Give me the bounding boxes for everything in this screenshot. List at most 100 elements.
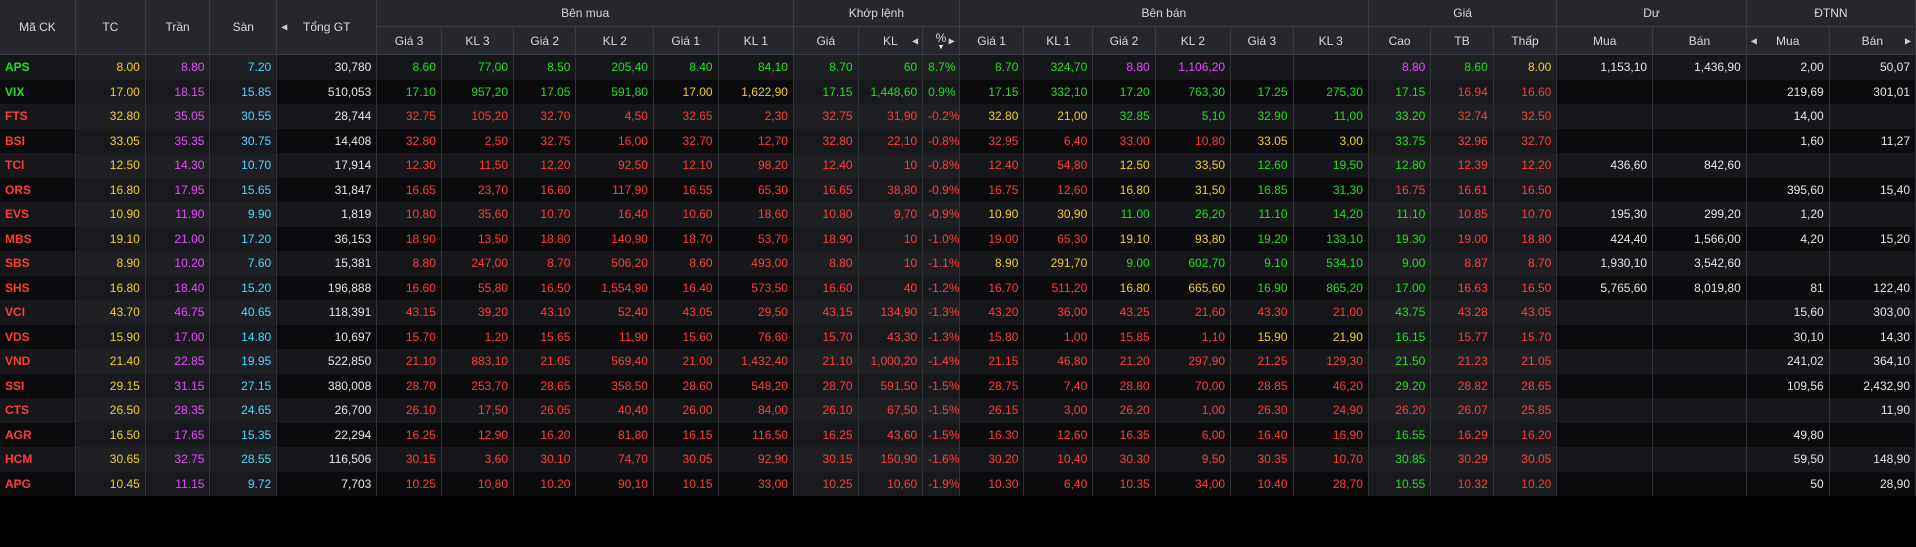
cell-match-pct: -1.3% [922,300,960,325]
col-sell-kl3[interactable]: KL 3 [1293,26,1369,55]
cell-buy-kl2: 81,80 [575,422,654,447]
col-sell-gia3[interactable]: Giá 3 [1230,26,1294,55]
col-buy-gia1[interactable]: Giá 1 [653,26,719,55]
cell-symbol[interactable]: VCI [0,300,76,325]
table-row[interactable]: CTS 26.50 28.35 24.65 26,700 26.10 17,50 26.05 4… [0,398,1916,423]
cell-buy-gia3: 32.75 [376,104,442,129]
cell-symbol[interactable]: APG [0,471,76,496]
cell-symbol[interactable]: SHS [0,275,76,300]
cell-total: 31,847 [276,177,378,202]
col-buy-gia3[interactable]: Giá 3 [376,26,442,55]
col-sell-gia2[interactable]: Giá 2 [1092,26,1156,55]
cell-match-gia: 10.25 [793,471,859,496]
cell-match-pct: -1.9% [922,471,960,496]
col-tran[interactable]: Trần [145,0,211,55]
col-match-kl[interactable]: KL ◀ [858,26,924,55]
table-row[interactable]: TCI 12.50 14.30 10.70 17,914 12.30 11,50 12.20 9… [0,153,1916,178]
cell-symbol[interactable]: AGR [0,422,76,447]
cell-san: 10.70 [209,153,278,178]
cell-san: 7.20 [209,54,278,80]
col-total[interactable]: ◀ Tổng GT [276,0,378,55]
table-row[interactable]: SHS 16.80 18.40 15.20 196,888 16.60 55,80 16.50… [0,275,1916,300]
cell-symbol[interactable]: EVS [0,202,76,227]
col-match-gia[interactable]: Giá [793,26,859,55]
cell-tb: 12.39 [1430,153,1494,178]
col-nn-ban[interactable]: Bán ▶ [1829,26,1916,55]
cell-symbol[interactable]: CTS [0,398,76,423]
cell-symbol[interactable]: ORS [0,177,76,202]
table-row[interactable]: SSI 29.15 31.15 27.15 380,008 28.70 253,70 28.6… [0,373,1916,398]
cell-cao: 30.85 [1368,447,1432,472]
col-tb[interactable]: TB [1430,26,1494,55]
col-nn-mua[interactable]: ◀ Mua [1746,26,1830,55]
cell-symbol[interactable]: VIX [0,79,76,104]
cell-symbol[interactable]: APS [0,54,76,80]
table-row[interactable]: BSI 33.05 35.35 30.75 14,408 32.80 2,50 32.75 16… [0,128,1916,153]
table-row[interactable]: MBS 19.10 21.00 17.20 36,153 18.90 13,50 18.80 1… [0,226,1916,251]
cell-sell-kl2: 763,30 [1155,79,1232,104]
col-thap[interactable]: Thấp [1493,26,1558,55]
col-buy-kl3[interactable]: KL 3 [441,26,515,55]
cell-buy-gia2: 10.20 [513,471,577,496]
table-row[interactable]: EVS 10.90 11.90 9.90 1,819 10.80 35,60 10.70 16,… [0,202,1916,227]
cell-symbol[interactable]: TCI [0,153,76,178]
caret-left-icon[interactable]: ◀ [281,22,288,32]
col-buy-kl1[interactable]: KL 1 [718,26,794,55]
caret-right-icon[interactable]: ▶ [1904,36,1911,45]
caret-left-icon[interactable]: ◀ [1750,36,1757,45]
table-row[interactable]: VIX 17.00 18.15 15.85 510,053 17.10 957,20 17.0… [0,79,1916,104]
col-buy-gia2[interactable]: Giá 2 [513,26,577,55]
cell-thap: 8.70 [1493,251,1558,276]
cell-tb: 8.60 [1430,54,1494,80]
table-row[interactable]: AGR 16.50 17.65 15.35 22,294 16.25 12,90 16.20 8… [0,422,1916,447]
col-buy-kl2[interactable]: KL 2 [575,26,654,55]
cell-thap: 15.70 [1493,324,1558,349]
cell-nn-ban: 11,27 [1829,128,1916,153]
col-symbol[interactable]: Mã CK [0,0,76,55]
sort-down-icon[interactable]: ▼ [937,43,945,51]
cell-thap: 16.60 [1493,79,1558,104]
cell-symbol[interactable]: FTS [0,104,76,129]
cell-symbol[interactable]: SBS [0,251,76,276]
caret-right-icon[interactable]: ▶ [948,36,955,45]
cell-tb: 26.07 [1430,398,1494,423]
cell-symbol[interactable]: MBS [0,226,76,251]
cell-sell-gia2: 15.85 [1092,324,1156,349]
col-du-mua[interactable]: Mua [1556,26,1654,55]
table-row[interactable]: VND 21.40 22.85 19.95 522,850 21.10 883,10 21.0… [0,349,1916,374]
col-tc[interactable]: TC [75,0,146,55]
table-row[interactable]: HCM 30.65 32.75 28.55 116,506 30.15 3,60 30.10 7… [0,447,1916,472]
table-row[interactable]: VDS 15.90 17.00 14.80 10,697 15.70 1,20 15.65 11… [0,324,1916,349]
cell-du-mua: 1,930,10 [1556,251,1654,276]
table-row[interactable]: FTS 32.80 35.05 30.55 28,744 32.75 105,20 32.70… [0,104,1916,129]
col-sell-kl1[interactable]: KL 1 [1023,26,1094,55]
cell-symbol[interactable]: HCM [0,447,76,472]
col-du-ban[interactable]: Bán [1652,26,1747,55]
table-row[interactable]: VCI 43.70 46.75 40.65 118,391 43.15 39,20 43.10… [0,300,1916,325]
cell-symbol[interactable]: BSI [0,128,76,153]
cell-buy-kl3: 17,50 [441,398,515,423]
cell-sell-gia1: 32.95 [959,128,1025,153]
table-row[interactable]: APS 8.00 8.80 7.20 30,780 8.60 77,00 8.50 205,40… [0,54,1916,80]
cell-cao: 16.55 [1368,422,1432,447]
table-row[interactable]: APG 10.45 11.15 9.72 7,703 10.25 10,80 10.20 90,… [0,471,1916,496]
col-sell-kl2[interactable]: KL 2 [1155,26,1232,55]
cell-symbol[interactable]: VND [0,349,76,374]
cell-match-gia: 30.15 [793,447,859,472]
table-row[interactable]: SBS 8.90 10.20 7.60 15,381 8.80 247,00 8.70 506,… [0,251,1916,276]
col-cao[interactable]: Cao [1368,26,1432,55]
cell-symbol[interactable]: VDS [0,324,76,349]
cell-tb: 21.23 [1430,349,1494,374]
cell-buy-gia1: 15.60 [653,324,719,349]
cell-match-kl: 9,70 [858,202,924,227]
cell-sell-kl3: 16,90 [1293,422,1369,447]
cell-sell-gia2: 16.35 [1092,422,1156,447]
col-match-pct[interactable]: % ▼ ▶ [922,26,960,55]
table-row[interactable]: ORS 16.80 17.95 15.65 31,847 16.65 23,70 16.60 1… [0,177,1916,202]
cell-san: 40.65 [209,300,278,325]
col-sell-gia1[interactable]: Giá 1 [959,26,1025,55]
cell-symbol[interactable]: SSI [0,373,76,398]
col-san[interactable]: Sàn [209,0,278,55]
caret-left-icon[interactable]: ◀ [912,36,919,45]
cell-match-pct: -1.5% [922,373,960,398]
